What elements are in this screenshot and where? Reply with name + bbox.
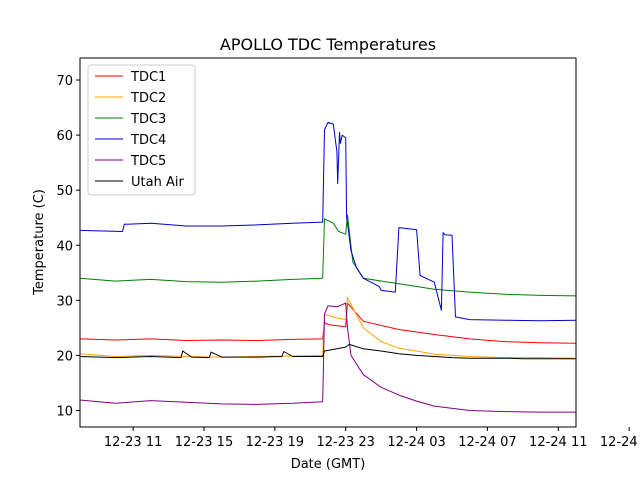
y-tick-label: 30 <box>56 294 73 309</box>
x-tick-label: 12-24 07 <box>458 435 516 450</box>
series-line-tdc5 <box>80 302 576 413</box>
x-axis: 12-23 11 12-23 15 12-23 19 12-23 23 12-24 03… <box>104 427 640 450</box>
y-tick-label: 60 <box>56 129 73 144</box>
x-tick-label: 12-23 19 <box>246 435 304 450</box>
y-tick-label: 20 <box>56 349 73 364</box>
y-axis: 10 20 30 40 50 60 70 <box>56 74 80 419</box>
x-tick-label: 12-24 11 <box>529 435 587 450</box>
series-line-tdc3 <box>80 214 576 297</box>
legend-label: TDC4 <box>130 133 166 148</box>
legend-label: TDC3 <box>130 112 166 127</box>
legend-label: TDC2 <box>130 91 166 106</box>
plot-lines <box>80 121 576 413</box>
legend-label: TDC5 <box>130 154 166 169</box>
y-tick-label: 10 <box>56 404 73 419</box>
x-tick-label: 12-24 03 <box>387 435 445 450</box>
plot-frame <box>79 57 577 428</box>
y-tick-label: 70 <box>56 74 73 89</box>
legend-label: Utah Air <box>131 175 184 190</box>
series-line-tdc4 <box>80 121 576 322</box>
x-tick-label: 12-23 23 <box>316 435 374 450</box>
y-tick-label: 50 <box>56 184 73 199</box>
legend: TDC1 TDC2 TDC3 TDC4 TDC5 Utah Air <box>87 64 196 196</box>
x-tick-label: 12-24 15 <box>600 435 640 450</box>
y-tick-label: 40 <box>56 239 73 254</box>
y-axis-label: Temperature (C) <box>32 189 47 296</box>
chart-title: APOLLO TDC Temperatures <box>220 35 436 54</box>
x-axis-label: Date (GMT) <box>291 457 366 472</box>
legend-label: TDC1 <box>130 70 166 85</box>
series-line-utah-air <box>80 343 576 360</box>
x-tick-label: 12-23 11 <box>104 435 162 450</box>
x-tick-label: 12-23 15 <box>175 435 233 450</box>
